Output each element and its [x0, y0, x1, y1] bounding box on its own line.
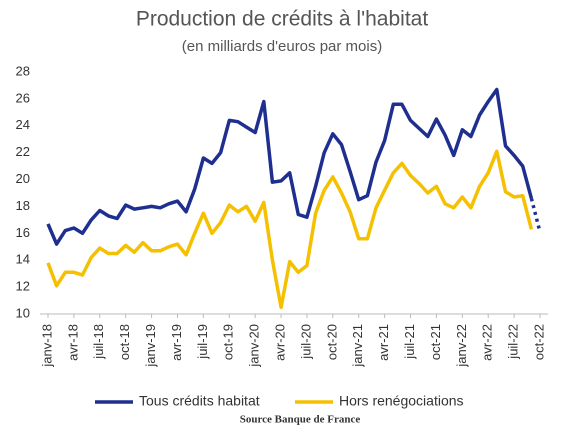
series-line [46, 87, 534, 246]
x-tick-label: janv-20 [247, 324, 262, 368]
series-line-projected [529, 197, 542, 233]
x-tick-label: juil-22 [506, 324, 521, 360]
y-tick-label: 24 [16, 117, 30, 132]
x-tick-label: avr-21 [376, 324, 391, 361]
x-tick-label: juil-19 [195, 324, 210, 360]
y-tick-label: 10 [16, 305, 30, 320]
y-tick-label: 12 [16, 279, 30, 294]
x-tick-label: oct-20 [324, 324, 339, 360]
x-tick-label: oct-22 [531, 324, 546, 360]
source: Source Banque de France [240, 414, 361, 426]
y-tick-label: 18 [16, 198, 30, 213]
series-line [46, 149, 534, 310]
x-tick-label: juil-18 [91, 324, 106, 360]
x-tick-label: avr-22 [480, 324, 495, 361]
x-tick-label: janv-22 [454, 324, 469, 368]
x-tick-label: avr-19 [169, 324, 184, 361]
y-tick-label: 16 [16, 225, 30, 240]
y-tick-label: 26 [16, 90, 30, 105]
x-tick-label: oct-21 [428, 324, 443, 360]
y-tick-label: 22 [16, 144, 30, 159]
x-tick-label: juil-20 [298, 324, 313, 360]
x-tick-label: avr-20 [272, 324, 287, 361]
y-tick-label: 28 [16, 63, 30, 78]
legend-label: Tous crédits habitat [139, 393, 260, 409]
x-tick-label: juil-21 [402, 324, 417, 360]
x-tick-label: avr-18 [65, 324, 80, 361]
x-tick-label: oct-18 [117, 324, 132, 360]
chart-title: Production de crédits à l'habitat [136, 8, 429, 31]
x-tick-label: janv-18 [39, 324, 54, 368]
y-tick-label: 20 [16, 171, 30, 186]
x-tick-label: oct-19 [221, 324, 236, 360]
x-tick-label: janv-19 [143, 324, 158, 368]
chart-subtitle: (en milliards d'euros par mois) [182, 38, 382, 55]
y-tick-label: 14 [16, 252, 30, 267]
legend-label: Hors renégociations [339, 393, 464, 409]
x-tick-label: janv-21 [350, 324, 365, 368]
